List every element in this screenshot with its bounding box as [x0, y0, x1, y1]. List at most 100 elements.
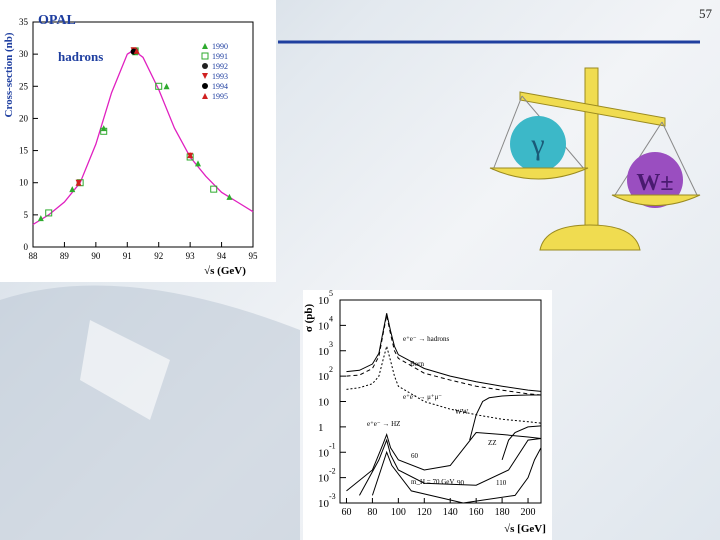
- y-tick-exponent: -1: [329, 441, 336, 450]
- annotation: ZZ: [488, 439, 497, 447]
- background-shape: [80, 320, 170, 420]
- cross-section-curve: [346, 431, 542, 492]
- data-point: [210, 185, 218, 193]
- y-tick-exponent: -3: [329, 492, 336, 501]
- data-point: [195, 160, 201, 167]
- scale-string: [661, 121, 698, 196]
- x-tick-label: 93: [186, 251, 196, 261]
- annotation: e⁺e⁻ → HZ: [367, 420, 400, 428]
- chart-panel: [0, 0, 276, 282]
- legend-marker: [202, 63, 208, 69]
- cross-section-curve: [346, 313, 542, 392]
- scale-string: [492, 95, 523, 171]
- y-tick-label: 10: [318, 397, 330, 409]
- x-tick-label: 120: [417, 507, 432, 518]
- annotation: 60: [411, 452, 419, 460]
- data-point: [163, 83, 170, 90]
- legend-label: 1991: [212, 52, 228, 61]
- y-tick-label: 5: [24, 210, 29, 220]
- y-tick-label: 10: [19, 178, 29, 188]
- x-tick-label: 140: [443, 507, 458, 518]
- y-tick-label: 0: [24, 242, 29, 252]
- y-tick-label: 35: [19, 17, 29, 27]
- legend-label: 1990: [212, 42, 228, 51]
- annotation: e⁺e⁻ → hadrons: [403, 335, 450, 343]
- y-axis-label: σ (pb): [303, 304, 315, 333]
- plot-frame: [32, 21, 254, 248]
- x-tick-label: 60: [341, 507, 351, 518]
- legend-marker: [202, 43, 208, 49]
- data-point: [226, 193, 233, 200]
- cross-section-curve: [371, 447, 542, 504]
- y-tick-label: 1: [318, 422, 324, 434]
- data-point: [155, 82, 163, 90]
- x-tick-label: 94: [217, 251, 227, 261]
- cross-section-curve: [359, 437, 542, 496]
- data-point: [45, 209, 53, 217]
- gamma-ball: [510, 116, 566, 172]
- y-tick-label: 30: [19, 49, 29, 59]
- y-tick-label: 20: [19, 113, 29, 123]
- chart-title: OPAL: [38, 13, 76, 28]
- legend-marker: [201, 52, 209, 60]
- scale-base: [539, 224, 641, 251]
- annotation: WW: [455, 408, 469, 416]
- cross-section-curve: [346, 344, 542, 424]
- x-tick-label: 200: [521, 507, 536, 518]
- annotation: 110: [496, 479, 507, 487]
- scale-pan: [611, 194, 701, 206]
- annotation: 90: [457, 479, 465, 487]
- data-point: [100, 127, 108, 135]
- y-tick-exponent: 5: [329, 289, 333, 298]
- y-tick-exponent: 4: [329, 314, 333, 323]
- x-tick-label: 88: [29, 251, 39, 261]
- annotation: m_H = 70 GeV: [411, 478, 454, 486]
- legend-label: 1993: [212, 72, 228, 81]
- chart-panel: [303, 290, 552, 540]
- w-label: W±: [636, 170, 673, 196]
- data-point: [69, 186, 76, 193]
- legend-marker: [202, 83, 208, 89]
- w-ball: [627, 152, 683, 208]
- legend-marker: [202, 93, 208, 99]
- annotation: e⁺e⁻ → μ⁺μ⁻: [403, 393, 442, 401]
- y-tick-exponent: -2: [329, 467, 336, 476]
- page-number: 57: [699, 6, 713, 21]
- y-tick-exponent: 2: [329, 365, 333, 374]
- annotation: hadrons: [58, 49, 103, 64]
- x-tick-label: 95: [249, 251, 259, 261]
- data-point: [187, 152, 194, 159]
- x-tick-label: 180: [495, 507, 510, 518]
- x-tick-label: 160: [469, 507, 484, 518]
- cross-section-curve: [501, 425, 542, 461]
- x-tick-label: 100: [391, 507, 406, 518]
- data-point: [133, 47, 140, 54]
- y-tick-label: 25: [19, 81, 29, 91]
- y-axis-label: Cross-section (nb): [3, 32, 15, 117]
- x-tick-label: 91: [123, 251, 132, 261]
- y-tick-exponent: 3: [329, 340, 333, 349]
- x-tick-label: 80: [367, 507, 377, 518]
- cross-section-curve: [346, 315, 542, 396]
- annotation: Born: [410, 360, 425, 368]
- gamma-label: γ: [530, 128, 544, 161]
- x-axis-label: √s (GeV): [204, 265, 246, 277]
- x-axis-label: √s [GeV]: [504, 523, 546, 535]
- x-tick-label: 92: [154, 251, 163, 261]
- x-tick-label: 89: [60, 251, 70, 261]
- scale-post: [584, 67, 599, 237]
- legend-marker: [202, 73, 208, 79]
- cross-section-curve: [469, 394, 541, 441]
- y-tick-label: 15: [19, 146, 29, 156]
- data-point: [75, 179, 82, 186]
- scale-illustration: γ W±: [489, 67, 701, 251]
- data-point: [37, 215, 44, 222]
- legend-label: 1995: [212, 92, 228, 101]
- x-tick-label: 90: [91, 251, 101, 261]
- legend-label: 1994: [212, 82, 228, 91]
- scale-beam: [519, 91, 666, 127]
- scale-pan: [489, 167, 589, 180]
- legend-label: 1992: [212, 62, 228, 71]
